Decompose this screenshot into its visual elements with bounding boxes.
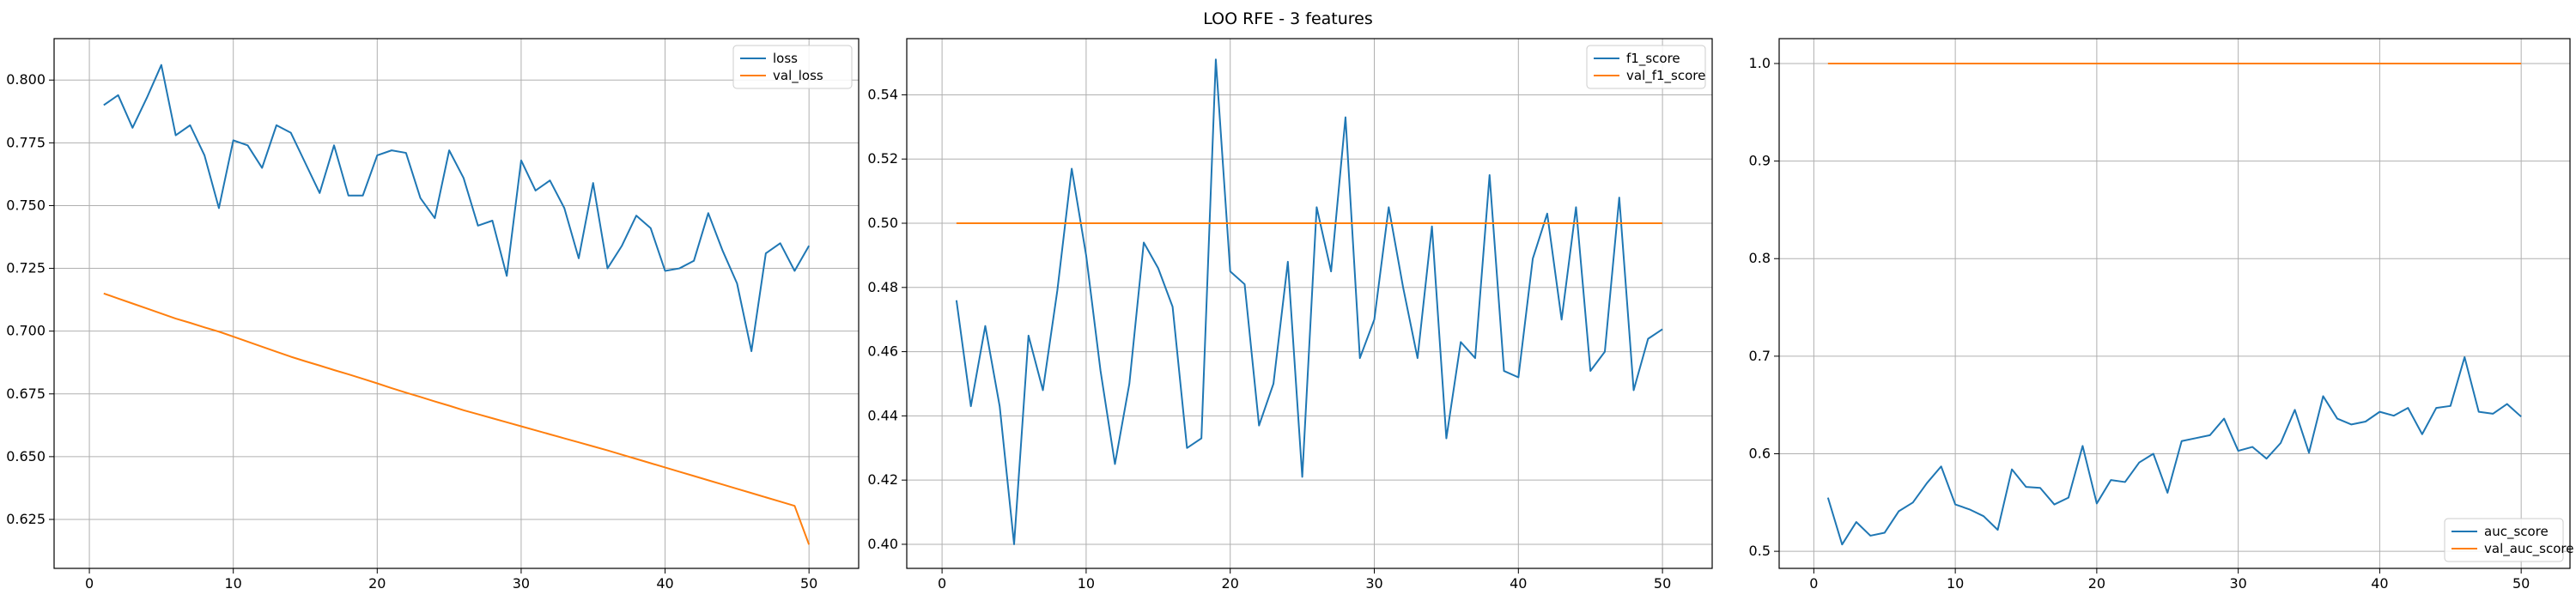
y-tick-label: 0.50 xyxy=(867,215,898,231)
x-tick-label: 30 xyxy=(2229,575,2246,592)
y-tick-label: 0.725 xyxy=(6,260,46,276)
y-tick-label: 0.800 xyxy=(6,71,46,88)
y-tick-label: 0.700 xyxy=(6,323,46,339)
y-tick-label: 0.52 xyxy=(867,150,898,167)
grid-loss xyxy=(54,39,859,568)
y-tick-label: 0.48 xyxy=(867,279,898,295)
y-tick-label: 0.750 xyxy=(6,197,46,213)
y-tick-label: 0.44 xyxy=(867,407,898,423)
panel-auc-score: 0 10 20 30 40 50 0.5 0.6 0.7 0.8 0.9 1.0 auc_scorev… xyxy=(1749,38,2574,592)
x-tick-label: 20 xyxy=(1222,575,1239,592)
x-tick-label: 40 xyxy=(1510,575,1527,592)
legend-label-val-f1-score: val_f1_score xyxy=(1626,68,1705,84)
x-tick-label: 50 xyxy=(2512,575,2530,592)
figure-title: LOO RFE - 3 features xyxy=(1203,9,1373,28)
x-tick-label: 10 xyxy=(1947,575,1964,592)
y-tick-label: 0.42 xyxy=(867,471,898,488)
series-line-f1-score xyxy=(955,58,1663,545)
series-auc-score xyxy=(1826,62,2522,546)
x-tick-label: 20 xyxy=(368,575,386,592)
x-tick-label: 40 xyxy=(656,575,673,592)
panel-f1-score: 0 10 20 30 40 50 0.40 0.42 0.44 0.46 0.48 0.50 0.52 0… xyxy=(867,38,1713,592)
x-tick-label: 0 xyxy=(1809,575,1818,592)
legend-label-auc-score: auc_score xyxy=(2484,524,2549,540)
y-tick-label: 0.650 xyxy=(6,448,46,464)
y-tick-label: 0.8 xyxy=(1749,250,1771,266)
series-line-val-loss xyxy=(103,292,811,545)
legend-box xyxy=(732,45,853,89)
y-tick-label: 0.625 xyxy=(6,511,46,527)
ticks-auc-score: 0 10 20 30 40 50 0.5 0.6 0.7 0.8 0.9 1.0 xyxy=(1749,55,2530,592)
x-tick-label: 0 xyxy=(938,575,946,592)
legend-box xyxy=(1586,45,1706,89)
axes-frame-f1-score xyxy=(906,38,1713,569)
series-loss xyxy=(103,64,811,545)
y-tick-label: 0.54 xyxy=(867,86,898,102)
y-tick-label: 0.7 xyxy=(1749,348,1771,364)
x-tick-label: 10 xyxy=(1078,575,1095,592)
x-tick-label: 20 xyxy=(2088,575,2105,592)
ticks-f1-score: 0 10 20 30 40 50 0.40 0.42 0.44 0.46 0.48 0.50 0.52 0… xyxy=(867,86,1671,592)
legend-label-val-auc-score: val_auc_score xyxy=(2484,541,2574,557)
legend-loss: loss val_loss xyxy=(732,45,853,89)
legend-box xyxy=(2444,518,2564,562)
series-line-loss xyxy=(103,64,811,353)
axes-frame-loss xyxy=(53,38,860,569)
y-tick-label: 0.40 xyxy=(867,536,898,552)
x-tick-label: 10 xyxy=(225,575,242,592)
legend-label-val-loss: val_loss xyxy=(773,68,823,84)
axes-frame-auc-score xyxy=(1778,38,2571,569)
y-tick-label: 0.46 xyxy=(867,343,898,360)
legend-label-loss: loss xyxy=(773,51,798,66)
y-tick-label: 1.0 xyxy=(1749,55,1771,71)
y-tick-label: 0.675 xyxy=(6,385,46,402)
x-tick-label: 40 xyxy=(2371,575,2388,592)
legend-label-f1-score: f1_score xyxy=(1626,51,1680,67)
y-tick-label: 0.5 xyxy=(1749,543,1771,559)
x-tick-label: 50 xyxy=(800,575,817,592)
y-tick-label: 0.9 xyxy=(1749,153,1771,169)
y-tick-label: 0.6 xyxy=(1749,445,1771,461)
panel-loss: 0 10 20 30 40 50 0.625 0.650 0.675 0.700 0.725 0.75… xyxy=(6,38,860,592)
y-tick-label: 0.775 xyxy=(6,134,46,150)
x-tick-label: 50 xyxy=(1654,575,1671,592)
x-tick-label: 30 xyxy=(1365,575,1382,592)
ticks-loss: 0 10 20 30 40 50 0.625 0.650 0.675 0.700 0.725 0.75… xyxy=(6,71,817,592)
x-tick-label: 0 xyxy=(85,575,94,592)
series-line-auc-score xyxy=(1826,356,2522,546)
x-tick-label: 30 xyxy=(513,575,530,592)
series-f1-score xyxy=(955,58,1663,545)
